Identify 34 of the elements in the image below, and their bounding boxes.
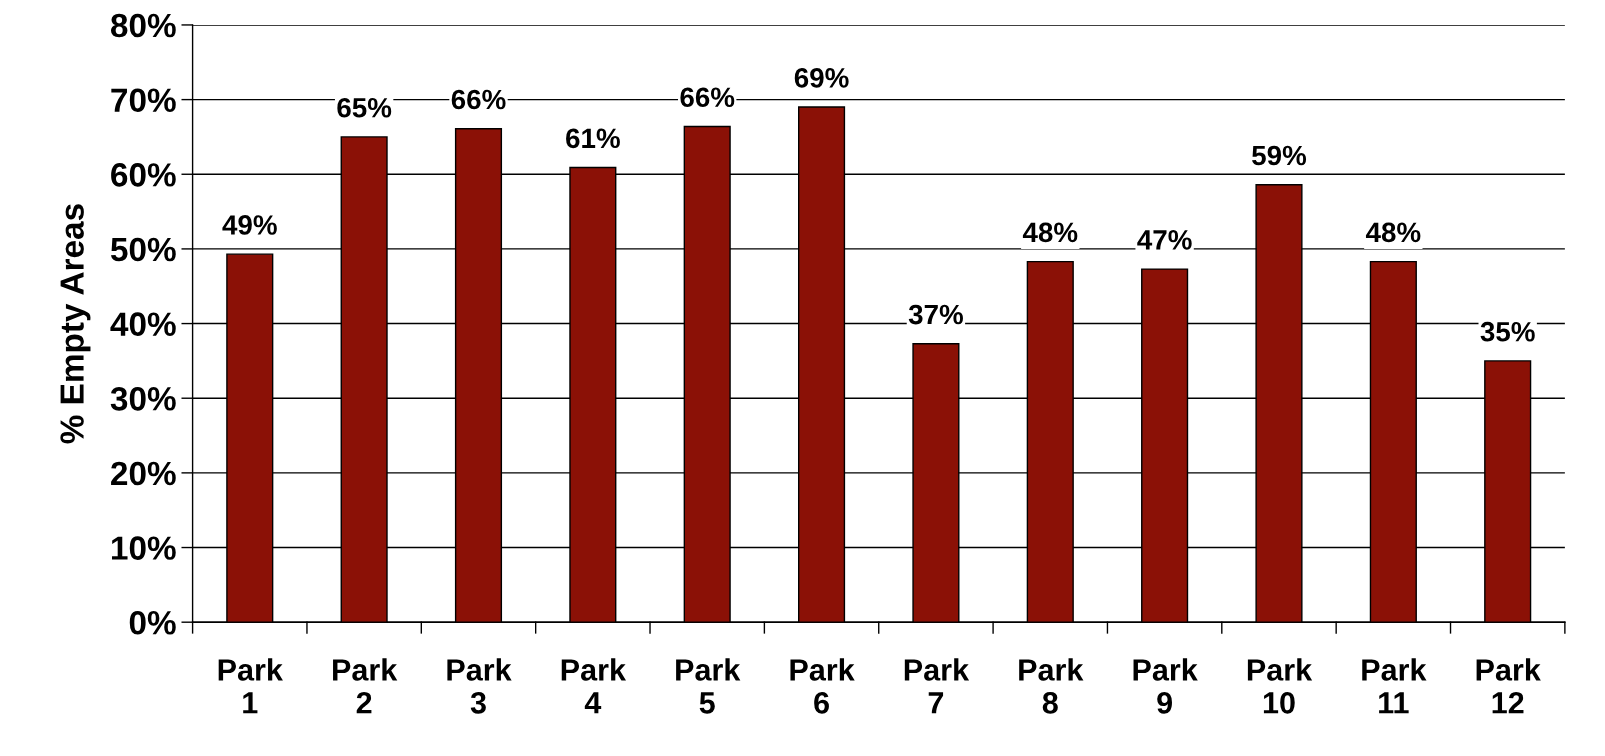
- y-tick-label: 50%: [110, 237, 176, 262]
- x-tick-label: Park 12: [1476, 658, 1541, 714]
- y-tick-label: 60%: [111, 163, 176, 187]
- data-label: 59%: [1252, 145, 1307, 166]
- data-label: 35%: [1480, 321, 1535, 342]
- x-tick-label: Park 4: [561, 658, 627, 714]
- y-tick-label: 80%: [110, 13, 176, 38]
- data-label: 66%: [451, 89, 506, 110]
- x-tick-label: Park 6: [790, 658, 855, 714]
- data-label: 69%: [794, 68, 849, 88]
- y-tick-label: 30%: [110, 387, 176, 411]
- x-tick-label: Park 9: [1133, 658, 1198, 714]
- x-tick-label: Park 7: [904, 658, 970, 714]
- y-tick-label: 70%: [111, 88, 176, 113]
- x-tick-label: Park 2: [333, 658, 398, 714]
- x-tick-label: Park 5: [676, 658, 741, 714]
- data-label: 49%: [222, 215, 277, 235]
- data-label: 37%: [908, 304, 963, 325]
- data-label: 47%: [1137, 230, 1192, 250]
- x-tick-label: Park 11: [1362, 658, 1427, 714]
- data-label: 48%: [1022, 222, 1078, 243]
- y-tick-label: 40%: [110, 312, 176, 336]
- data-label: 66%: [680, 87, 735, 108]
- data-label: 61%: [566, 128, 620, 149]
- data-label: 65%: [337, 97, 392, 118]
- x-tick-label: Park 10: [1247, 658, 1313, 714]
- x-tick-label: Park 8: [1019, 658, 1084, 714]
- data-label: 48%: [1365, 222, 1421, 243]
- y-tick-label: 10%: [112, 536, 176, 560]
- y-axis-title: % Empty Areas: [60, 204, 91, 444]
- x-tick-label: Park 1: [218, 658, 283, 714]
- x-tick-label: Park 3: [447, 658, 512, 714]
- y-tick-label: 20%: [111, 461, 176, 486]
- y-tick-label: 0%: [129, 610, 176, 635]
